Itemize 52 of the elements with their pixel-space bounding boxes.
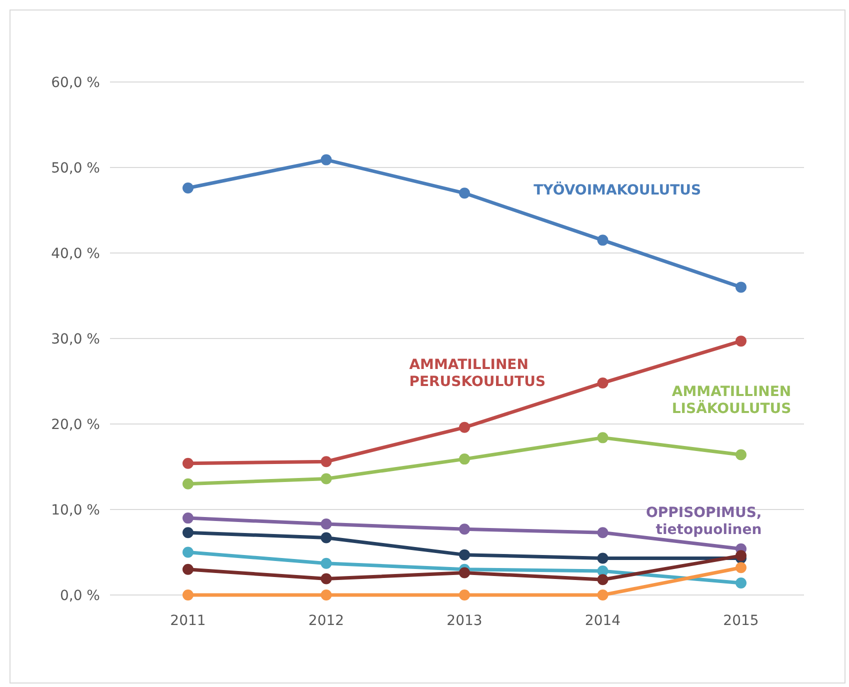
point <box>736 336 746 347</box>
point <box>459 567 470 578</box>
point <box>320 456 332 468</box>
point <box>182 478 194 490</box>
point <box>597 590 608 600</box>
point <box>459 188 470 199</box>
point <box>459 422 470 433</box>
point <box>320 573 332 584</box>
point <box>182 527 194 538</box>
point <box>736 562 746 574</box>
series-label: TYÖVOIMAKOULUTUS <box>534 182 702 199</box>
point <box>736 550 746 562</box>
point <box>597 234 608 246</box>
x-tick-label: 2011 <box>170 613 206 629</box>
y-tick-label: 50,0 % <box>51 160 100 176</box>
point <box>182 512 194 524</box>
x-tick-label: 2015 <box>723 613 759 629</box>
point <box>459 524 470 535</box>
y-tick-label: 10,0 % <box>51 502 100 518</box>
point <box>320 558 332 569</box>
point <box>597 377 608 388</box>
point <box>320 473 332 484</box>
y-tick-label: 40,0 % <box>51 246 100 262</box>
point <box>597 574 608 586</box>
point <box>182 546 194 558</box>
x-tick-label: 2012 <box>308 613 344 629</box>
point <box>459 454 470 465</box>
x-tick-label: 2014 <box>584 613 621 629</box>
text: AMMATILLINEN LISÄKOULUTUS <box>672 384 792 418</box>
point <box>736 449 746 460</box>
point <box>320 532 332 544</box>
point <box>182 458 194 469</box>
point <box>736 282 746 293</box>
point <box>320 154 332 166</box>
point <box>597 552 608 564</box>
point <box>320 590 332 600</box>
point <box>459 590 470 600</box>
y-tick-label: 20,0 % <box>51 416 100 433</box>
point <box>736 578 746 589</box>
point <box>182 182 194 194</box>
point <box>597 432 608 444</box>
point <box>597 527 608 538</box>
x-tick-label: 2013 <box>446 613 482 629</box>
point <box>182 564 194 575</box>
y-tick-label: 30,0 % <box>51 331 100 348</box>
series-label: AMMATILLINEN PERUSKOULUTUS <box>409 357 546 390</box>
point <box>459 549 470 560</box>
point <box>182 590 194 600</box>
point <box>320 518 332 530</box>
series-label: OPPISOPIMUS, tietopuolinen <box>646 504 762 538</box>
y-tick-label: 0,0 % <box>60 588 100 604</box>
y-tick-label: 60,0 % <box>51 74 100 91</box>
